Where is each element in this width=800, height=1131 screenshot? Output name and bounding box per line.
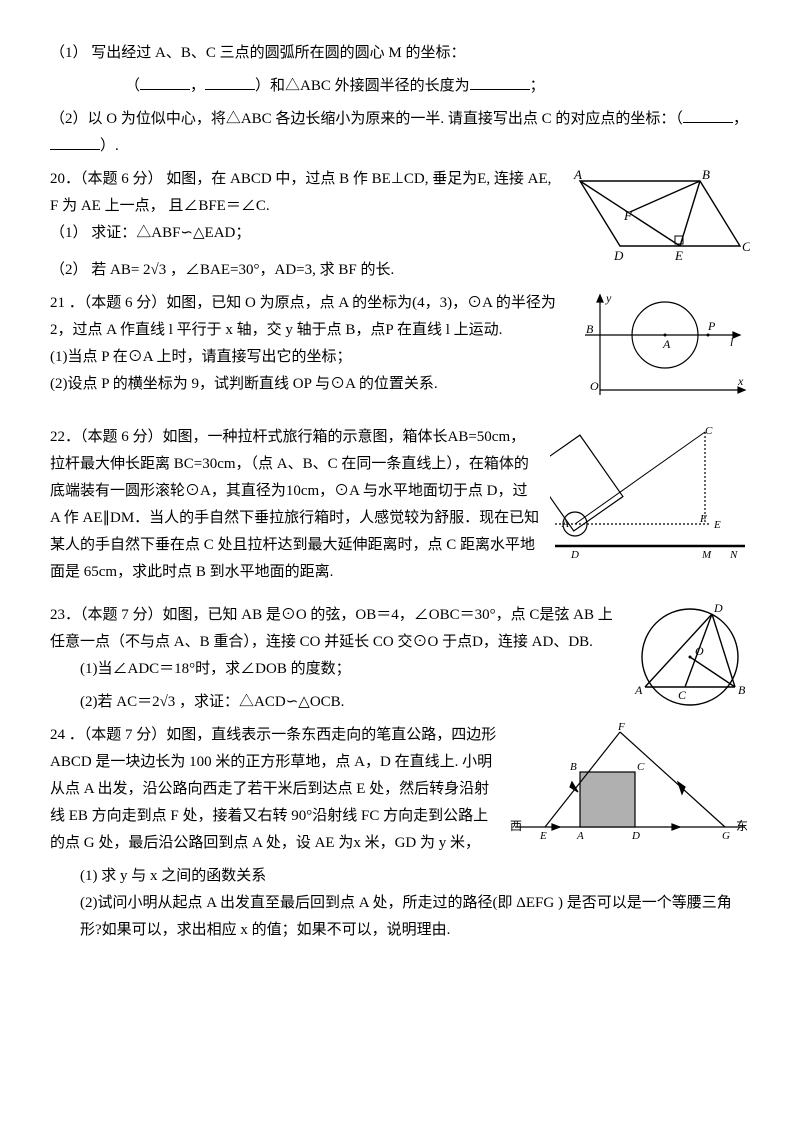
q23: A B C D O 23．（本题 7 分）如图，已知 AB 是⊙O 的弦，OB＝… [50,602,750,716]
q23-p1: (1)当∠ADC＝18°时，求∠DOB 的度数； [50,656,620,683]
q21-title: 21 ．（本题 6 分）如图，已知 O 为原点，点 A 的坐标为(4，3)，⊙A… [50,290,570,344]
q22-title: 22．（本题 6 分）如图，一种拉杆式旅行箱的示意图，箱体长AB=50cm，拉杆… [50,424,540,586]
label-A: A [662,337,671,351]
label-F: F [617,722,625,733]
label-O: O [590,379,599,393]
blank-cx[interactable] [683,107,733,123]
label-A: A [573,167,582,182]
q20-title: 20．（本题 6 分） 如图，在 ABCD 中，过点 B 作 BE⊥CD, 垂足… [50,166,560,220]
label-F: F [623,208,633,223]
q22: A C D E F M N 22．（本题 6 分）如图，一种拉杆式旅行箱的示意图… [50,424,750,586]
q21-p2: (2)设点 P 的横坐标为 9，试判断直线 OP 与⊙A 的位置关系. [50,371,570,398]
q20: A B C D E F 20．（本题 6 分） 如图，在 ABCD 中，过点 B… [50,166,750,284]
q19-p1-prefix: （1） [50,45,88,61]
blank-radius[interactable] [470,74,530,90]
label-E: E [674,248,683,263]
label-x: x [737,374,744,388]
q19-part1-blanks: （，）和△ABC 外接圆半径的长度为； [50,73,750,100]
q24-p1: (1) 求 y 与 x 之间的函数关系 [50,863,750,890]
q20-p2: （2） 若 AB= 2√3 ，∠BAE=30°，AD=3, 求 BF 的长. [50,257,560,284]
label-E: E [539,830,547,842]
q24-figure: A B C D E F G 西 东 [510,722,750,852]
blank-cy[interactable] [50,134,100,150]
label-B: B [738,683,746,697]
label-B: B [586,322,594,336]
label-E: E [713,519,721,531]
q21-figure: O A B P l y x [580,290,750,400]
label-y: y [605,291,612,305]
label-C: C [742,239,750,254]
q21-p1: (1)当点 P 在⊙A 上时，请直接写出它的坐标； [50,344,570,371]
q19-p1-text: 写出经过 A、B、C 三点的圆弧所在圆的圆心 M 的坐标： [91,45,465,61]
label-F: F [699,513,707,525]
q20-p1: （1） 求证：△ABF∽△EAD； [50,220,560,247]
label-D: D [570,549,579,561]
label-G: G [722,830,730,842]
label-B: B [702,167,710,182]
label-B: B [570,761,577,773]
label-C: C [678,688,687,702]
label-M: M [701,549,712,561]
q24: A B C D E F G 西 东 24 ．（本题 7 分）如图，直线表示一条东… [50,722,750,857]
label-east: 东 [736,819,748,833]
label-west: 西 [510,819,522,833]
label-P: P [707,319,716,333]
label-D: D [631,830,640,842]
q22-figure: A C D E F M N [550,424,750,564]
q19-part2: （2）以 O 为位似中心，将△ABC 各边长缩小为原来的一半. 请直接写出点 C… [50,106,750,160]
q24-p2: (2)试问小明从起点 A 出发直至最后回到点 A 处，所走过的路径(即 ΔEFG… [50,890,750,944]
label-D: D [613,248,624,263]
label-N: N [729,549,738,561]
q23-figure: A B C D O [630,602,750,717]
q21: O A B P l y x 21 ．（本题 6 分）如图，已知 O 为原点，点 … [50,290,750,398]
q20-figure: A B C D E F [570,166,750,266]
label-A: A [576,830,584,842]
label-C: C [637,761,645,773]
label-C: C [705,425,713,437]
label-O: O [695,644,704,658]
label-A: A [634,683,643,697]
blank-x[interactable] [140,74,190,90]
q23-p2: (2)若 AC＝2√3 ，求证：△ACD∽△OCB. [50,689,620,716]
label-A: A [561,518,569,530]
q24-title: 24 ．（本题 7 分）如图，直线表示一条东西走向的笔直公路，四边形 ABCD … [50,722,500,857]
label-D: D [713,602,723,615]
blank-y[interactable] [205,74,255,90]
q23-title: 23．（本题 7 分）如图，已知 AB 是⊙O 的弦，OB＝4，∠OBC＝30°… [50,602,620,656]
q19-part1: （1） 写出经过 A、B、C 三点的圆弧所在圆的圆心 M 的坐标： [50,40,750,67]
